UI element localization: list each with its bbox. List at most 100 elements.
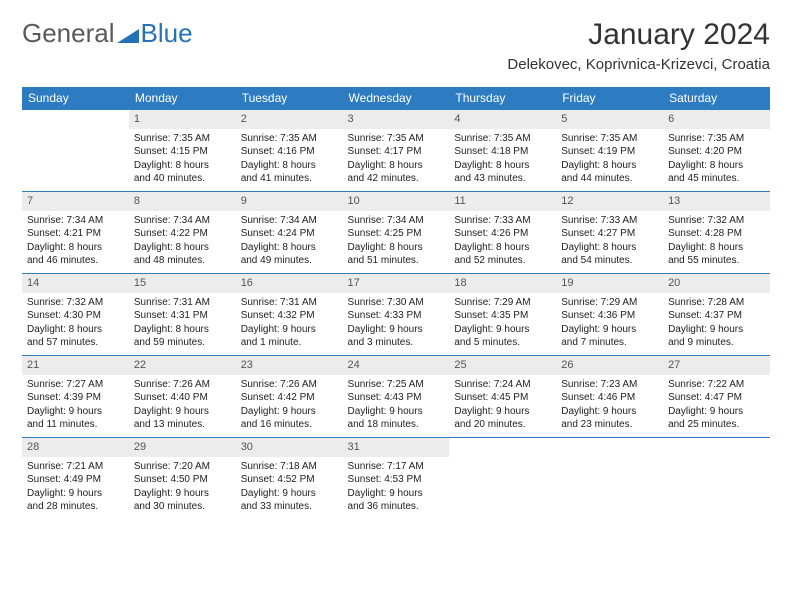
- daylight-text: and 59 minutes.: [134, 336, 231, 350]
- sunset-text: Sunset: 4:18 PM: [454, 145, 551, 159]
- day-details: Sunrise: 7:35 AMSunset: 4:20 PMDaylight:…: [663, 129, 770, 191]
- sunrise-text: Sunrise: 7:25 AM: [348, 378, 445, 392]
- sunset-text: Sunset: 4:15 PM: [134, 145, 231, 159]
- daylight-text: Daylight: 8 hours: [454, 159, 551, 173]
- calendar-week-row: 28Sunrise: 7:21 AMSunset: 4:49 PMDayligh…: [22, 438, 770, 520]
- sunset-text: Sunset: 4:52 PM: [241, 473, 338, 487]
- day-number: 23: [236, 356, 343, 375]
- calendar-cell: 30Sunrise: 7:18 AMSunset: 4:52 PMDayligh…: [236, 438, 343, 520]
- daylight-text: and 48 minutes.: [134, 254, 231, 268]
- calendar-cell: 27Sunrise: 7:22 AMSunset: 4:47 PMDayligh…: [663, 356, 770, 438]
- sunset-text: Sunset: 4:53 PM: [348, 473, 445, 487]
- daylight-text: Daylight: 8 hours: [348, 241, 445, 255]
- day-details: Sunrise: 7:26 AMSunset: 4:40 PMDaylight:…: [129, 375, 236, 437]
- sunset-text: Sunset: 4:28 PM: [668, 227, 765, 241]
- sunset-text: Sunset: 4:35 PM: [454, 309, 551, 323]
- day-details: Sunrise: 7:33 AMSunset: 4:27 PMDaylight:…: [556, 211, 663, 273]
- day-number: 15: [129, 274, 236, 293]
- sunrise-text: Sunrise: 7:35 AM: [561, 132, 658, 146]
- daylight-text: Daylight: 9 hours: [241, 323, 338, 337]
- day-number: 6: [663, 110, 770, 129]
- calendar-table: SundayMondayTuesdayWednesdayThursdayFrid…: [22, 87, 770, 520]
- day-details: Sunrise: 7:27 AMSunset: 4:39 PMDaylight:…: [22, 375, 129, 437]
- calendar-cell: 5Sunrise: 7:35 AMSunset: 4:19 PMDaylight…: [556, 110, 663, 192]
- daylight-text: and 45 minutes.: [668, 172, 765, 186]
- day-details: Sunrise: 7:34 AMSunset: 4:25 PMDaylight:…: [343, 211, 450, 273]
- day-details: Sunrise: 7:29 AMSunset: 4:36 PMDaylight:…: [556, 293, 663, 355]
- day-number: 2: [236, 110, 343, 129]
- sunset-text: Sunset: 4:27 PM: [561, 227, 658, 241]
- day-details: Sunrise: 7:25 AMSunset: 4:43 PMDaylight:…: [343, 375, 450, 437]
- day-details: Sunrise: 7:34 AMSunset: 4:21 PMDaylight:…: [22, 211, 129, 273]
- sunset-text: Sunset: 4:45 PM: [454, 391, 551, 405]
- daylight-text: and 42 minutes.: [348, 172, 445, 186]
- day-number: 5: [556, 110, 663, 129]
- calendar-cell: 13Sunrise: 7:32 AMSunset: 4:28 PMDayligh…: [663, 192, 770, 274]
- daylight-text: and 49 minutes.: [241, 254, 338, 268]
- month-title: January 2024: [507, 18, 770, 52]
- calendar-cell: 11Sunrise: 7:33 AMSunset: 4:26 PMDayligh…: [449, 192, 556, 274]
- sunset-text: Sunset: 4:16 PM: [241, 145, 338, 159]
- calendar-cell: 28Sunrise: 7:21 AMSunset: 4:49 PMDayligh…: [22, 438, 129, 520]
- day-details: Sunrise: 7:23 AMSunset: 4:46 PMDaylight:…: [556, 375, 663, 437]
- daylight-text: Daylight: 8 hours: [668, 159, 765, 173]
- sunset-text: Sunset: 4:17 PM: [348, 145, 445, 159]
- day-details: Sunrise: 7:35 AMSunset: 4:18 PMDaylight:…: [449, 129, 556, 191]
- sunrise-text: Sunrise: 7:34 AM: [134, 214, 231, 228]
- sunset-text: Sunset: 4:40 PM: [134, 391, 231, 405]
- sunrise-text: Sunrise: 7:33 AM: [561, 214, 658, 228]
- day-details: Sunrise: 7:17 AMSunset: 4:53 PMDaylight:…: [343, 457, 450, 519]
- sunrise-text: Sunrise: 7:35 AM: [454, 132, 551, 146]
- daylight-text: and 41 minutes.: [241, 172, 338, 186]
- day-header: Tuesday: [236, 87, 343, 110]
- daylight-text: Daylight: 8 hours: [241, 159, 338, 173]
- daylight-text: Daylight: 8 hours: [134, 323, 231, 337]
- sunset-text: Sunset: 4:20 PM: [668, 145, 765, 159]
- daylight-text: and 44 minutes.: [561, 172, 658, 186]
- sunset-text: Sunset: 4:25 PM: [348, 227, 445, 241]
- day-number: 29: [129, 438, 236, 457]
- sunset-text: Sunset: 4:42 PM: [241, 391, 338, 405]
- day-header: Friday: [556, 87, 663, 110]
- calendar-cell: 29Sunrise: 7:20 AMSunset: 4:50 PMDayligh…: [129, 438, 236, 520]
- calendar-cell: 22Sunrise: 7:26 AMSunset: 4:40 PMDayligh…: [129, 356, 236, 438]
- daylight-text: Daylight: 9 hours: [348, 487, 445, 501]
- sunset-text: Sunset: 4:31 PM: [134, 309, 231, 323]
- day-details: Sunrise: 7:35 AMSunset: 4:16 PMDaylight:…: [236, 129, 343, 191]
- sunrise-text: Sunrise: 7:35 AM: [134, 132, 231, 146]
- sunset-text: Sunset: 4:37 PM: [668, 309, 765, 323]
- daylight-text: and 33 minutes.: [241, 500, 338, 514]
- day-number: 30: [236, 438, 343, 457]
- day-details: Sunrise: 7:35 AMSunset: 4:19 PMDaylight:…: [556, 129, 663, 191]
- daylight-text: Daylight: 9 hours: [241, 487, 338, 501]
- brand-logo: General Blue: [22, 18, 193, 49]
- day-number: 4: [449, 110, 556, 129]
- daylight-text: Daylight: 9 hours: [134, 405, 231, 419]
- daylight-text: Daylight: 9 hours: [454, 323, 551, 337]
- day-header: Thursday: [449, 87, 556, 110]
- calendar-cell: 12Sunrise: 7:33 AMSunset: 4:27 PMDayligh…: [556, 192, 663, 274]
- sunrise-text: Sunrise: 7:34 AM: [27, 214, 124, 228]
- day-details: Sunrise: 7:35 AMSunset: 4:17 PMDaylight:…: [343, 129, 450, 191]
- calendar-week-row: 14Sunrise: 7:32 AMSunset: 4:30 PMDayligh…: [22, 274, 770, 356]
- day-details: Sunrise: 7:32 AMSunset: 4:30 PMDaylight:…: [22, 293, 129, 355]
- calendar-cell: 17Sunrise: 7:30 AMSunset: 4:33 PMDayligh…: [343, 274, 450, 356]
- sunset-text: Sunset: 4:19 PM: [561, 145, 658, 159]
- daylight-text: and 40 minutes.: [134, 172, 231, 186]
- day-number: 19: [556, 274, 663, 293]
- title-block: January 2024 Delekovec, Koprivnica-Krize…: [507, 18, 770, 73]
- day-number: 16: [236, 274, 343, 293]
- day-details: Sunrise: 7:18 AMSunset: 4:52 PMDaylight:…: [236, 457, 343, 519]
- daylight-text: Daylight: 8 hours: [454, 241, 551, 255]
- sunrise-text: Sunrise: 7:23 AM: [561, 378, 658, 392]
- day-number: 28: [22, 438, 129, 457]
- day-number: 1: [129, 110, 236, 129]
- daylight-text: and 23 minutes.: [561, 418, 658, 432]
- day-details: Sunrise: 7:32 AMSunset: 4:28 PMDaylight:…: [663, 211, 770, 273]
- sunset-text: Sunset: 4:26 PM: [454, 227, 551, 241]
- sunrise-text: Sunrise: 7:34 AM: [348, 214, 445, 228]
- logo-triangle-icon: [117, 25, 139, 43]
- day-number: 13: [663, 192, 770, 211]
- daylight-text: and 13 minutes.: [134, 418, 231, 432]
- calendar-cell: [556, 438, 663, 520]
